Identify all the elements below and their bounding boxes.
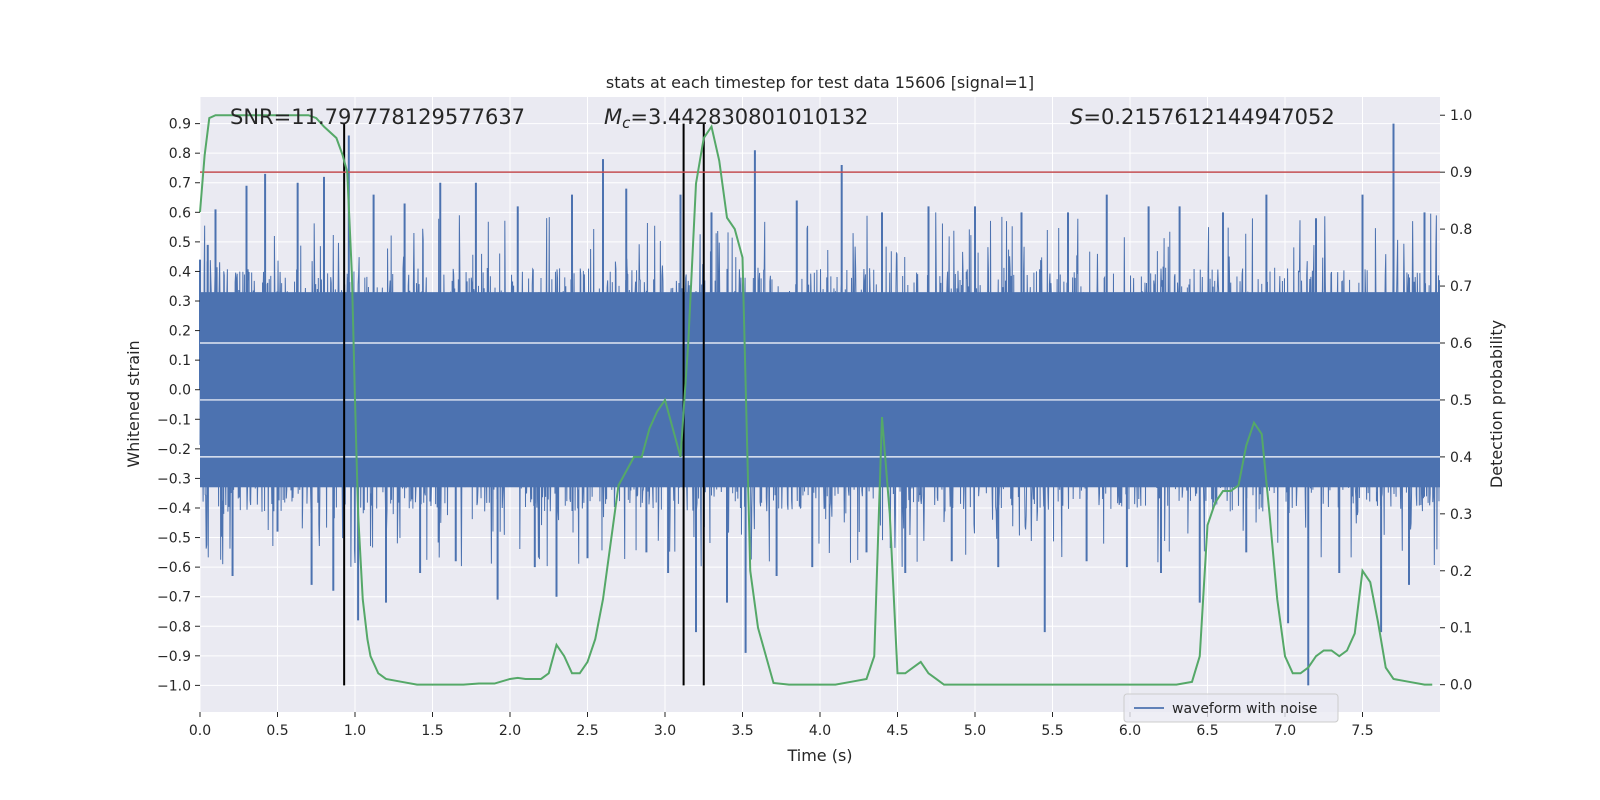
mc-annotation: Mc=3.442830801010132 xyxy=(604,105,868,132)
x-tick-label: 1.5 xyxy=(421,723,443,739)
x-axis-label: Time (s) xyxy=(786,746,852,765)
x-tick-label: 3.0 xyxy=(654,723,676,739)
y-tick-label: 0.9 xyxy=(169,117,191,133)
y-tick-label: −0.5 xyxy=(157,531,191,547)
y-tick-label: −0.1 xyxy=(157,412,191,428)
waveform-core xyxy=(200,292,1440,488)
y-tick-label: 0.1 xyxy=(169,353,191,369)
y-tick-label: −0.2 xyxy=(157,442,191,458)
x-tick-label: 2.0 xyxy=(499,723,521,739)
y2-tick-label: 0.3 xyxy=(1450,507,1472,523)
y-tick-label: −0.3 xyxy=(157,471,191,487)
x-tick-label: 7.0 xyxy=(1274,723,1296,739)
probability-line xyxy=(199,114,1433,686)
x-tick-label: 4.5 xyxy=(886,723,908,739)
y-tick-label: 0.8 xyxy=(169,146,191,162)
y2-tick-label: 0.9 xyxy=(1450,165,1472,181)
y2-tick-label: 0.7 xyxy=(1450,279,1472,295)
x-tick-label: 6.5 xyxy=(1196,723,1218,739)
y2-tick-label: 0.2 xyxy=(1450,564,1472,580)
snr-annotation: SNR=11.797778129577637 xyxy=(230,105,525,129)
y2-tick-label: 1.0 xyxy=(1450,108,1472,124)
x-tick-label: 5.0 xyxy=(964,723,986,739)
mc-subscript: c xyxy=(622,114,631,132)
x-tick-label: 5.5 xyxy=(1041,723,1063,739)
y2-tick-label: 0.5 xyxy=(1450,393,1472,409)
y2-tick-label: 0.4 xyxy=(1450,450,1472,466)
x-tick-label: 3.5 xyxy=(731,723,753,739)
mc-symbol: M xyxy=(604,105,622,129)
probability-series xyxy=(199,114,1433,686)
y2-tick-label: 0.0 xyxy=(1450,678,1472,694)
y-tick-label: −1.0 xyxy=(157,678,191,694)
y-axis-ticks: 0.9 0.8 0.7 0.6 0.5 0.4 0.3 0.2 0.1 0.0 −0.1 −0.2 −0… xyxy=(157,117,200,694)
y-tick-label: 0.4 xyxy=(169,264,191,280)
x-axis-ticks: 0.0 0.5 1.0 1.5 2.0 2.5 3.0 3.5 4.0 4.5 5.0 5.5 6.0 6… xyxy=(189,712,1374,739)
x-tick-label: 7.5 xyxy=(1351,723,1373,739)
y2-tick-label: 0.1 xyxy=(1450,621,1472,637)
y2-tick-label: 0.6 xyxy=(1450,336,1472,352)
x-tick-label: 4.0 xyxy=(809,723,831,739)
legend: waveform with noise xyxy=(1123,693,1339,723)
y2-axis-ticks: 1.0 0.9 0.8 0.7 0.6 0.5 0.4 0.3 0.2 0.1 0.0 xyxy=(1440,108,1472,694)
y-tick-label: −0.6 xyxy=(157,560,191,576)
y-tick-label: −0.9 xyxy=(157,649,191,665)
y-tick-label: −0.8 xyxy=(157,619,191,635)
waveform-series xyxy=(199,123,1440,686)
y2-axis-label: Detection probability xyxy=(1487,320,1506,488)
y2-tick-label: 0.8 xyxy=(1450,222,1472,238)
y-tick-label: 0.2 xyxy=(169,324,191,340)
x-tick-label: 1.0 xyxy=(344,723,366,739)
s-value: =0.2157612144947052 xyxy=(1083,105,1334,129)
s-annotation: S=0.2157612144947052 xyxy=(1070,105,1335,129)
legend-box xyxy=(1123,693,1339,723)
mc-value: =3.442830801010132 xyxy=(630,105,868,129)
chart-title: stats at each timestep for test data 156… xyxy=(606,73,1034,92)
y-axis-label: Whitened strain xyxy=(124,340,143,467)
y-tick-label: 0.0 xyxy=(169,383,191,399)
y-tick-label: −0.7 xyxy=(157,590,191,606)
y-tick-label: 0.6 xyxy=(169,205,191,221)
x-tick-label: 0.0 xyxy=(189,723,211,739)
y-tick-label: 0.7 xyxy=(169,176,191,192)
y-tick-label: 0.3 xyxy=(169,294,191,310)
x-tick-label: 6.0 xyxy=(1119,723,1141,739)
y-tick-label: −0.4 xyxy=(157,501,191,517)
s-symbol: S xyxy=(1070,105,1083,129)
y-tick-label: 0.5 xyxy=(169,235,191,251)
x-tick-label: 0.5 xyxy=(266,723,288,739)
x-tick-label: 2.5 xyxy=(576,723,598,739)
legend-entry: waveform with noise xyxy=(1172,701,1317,717)
